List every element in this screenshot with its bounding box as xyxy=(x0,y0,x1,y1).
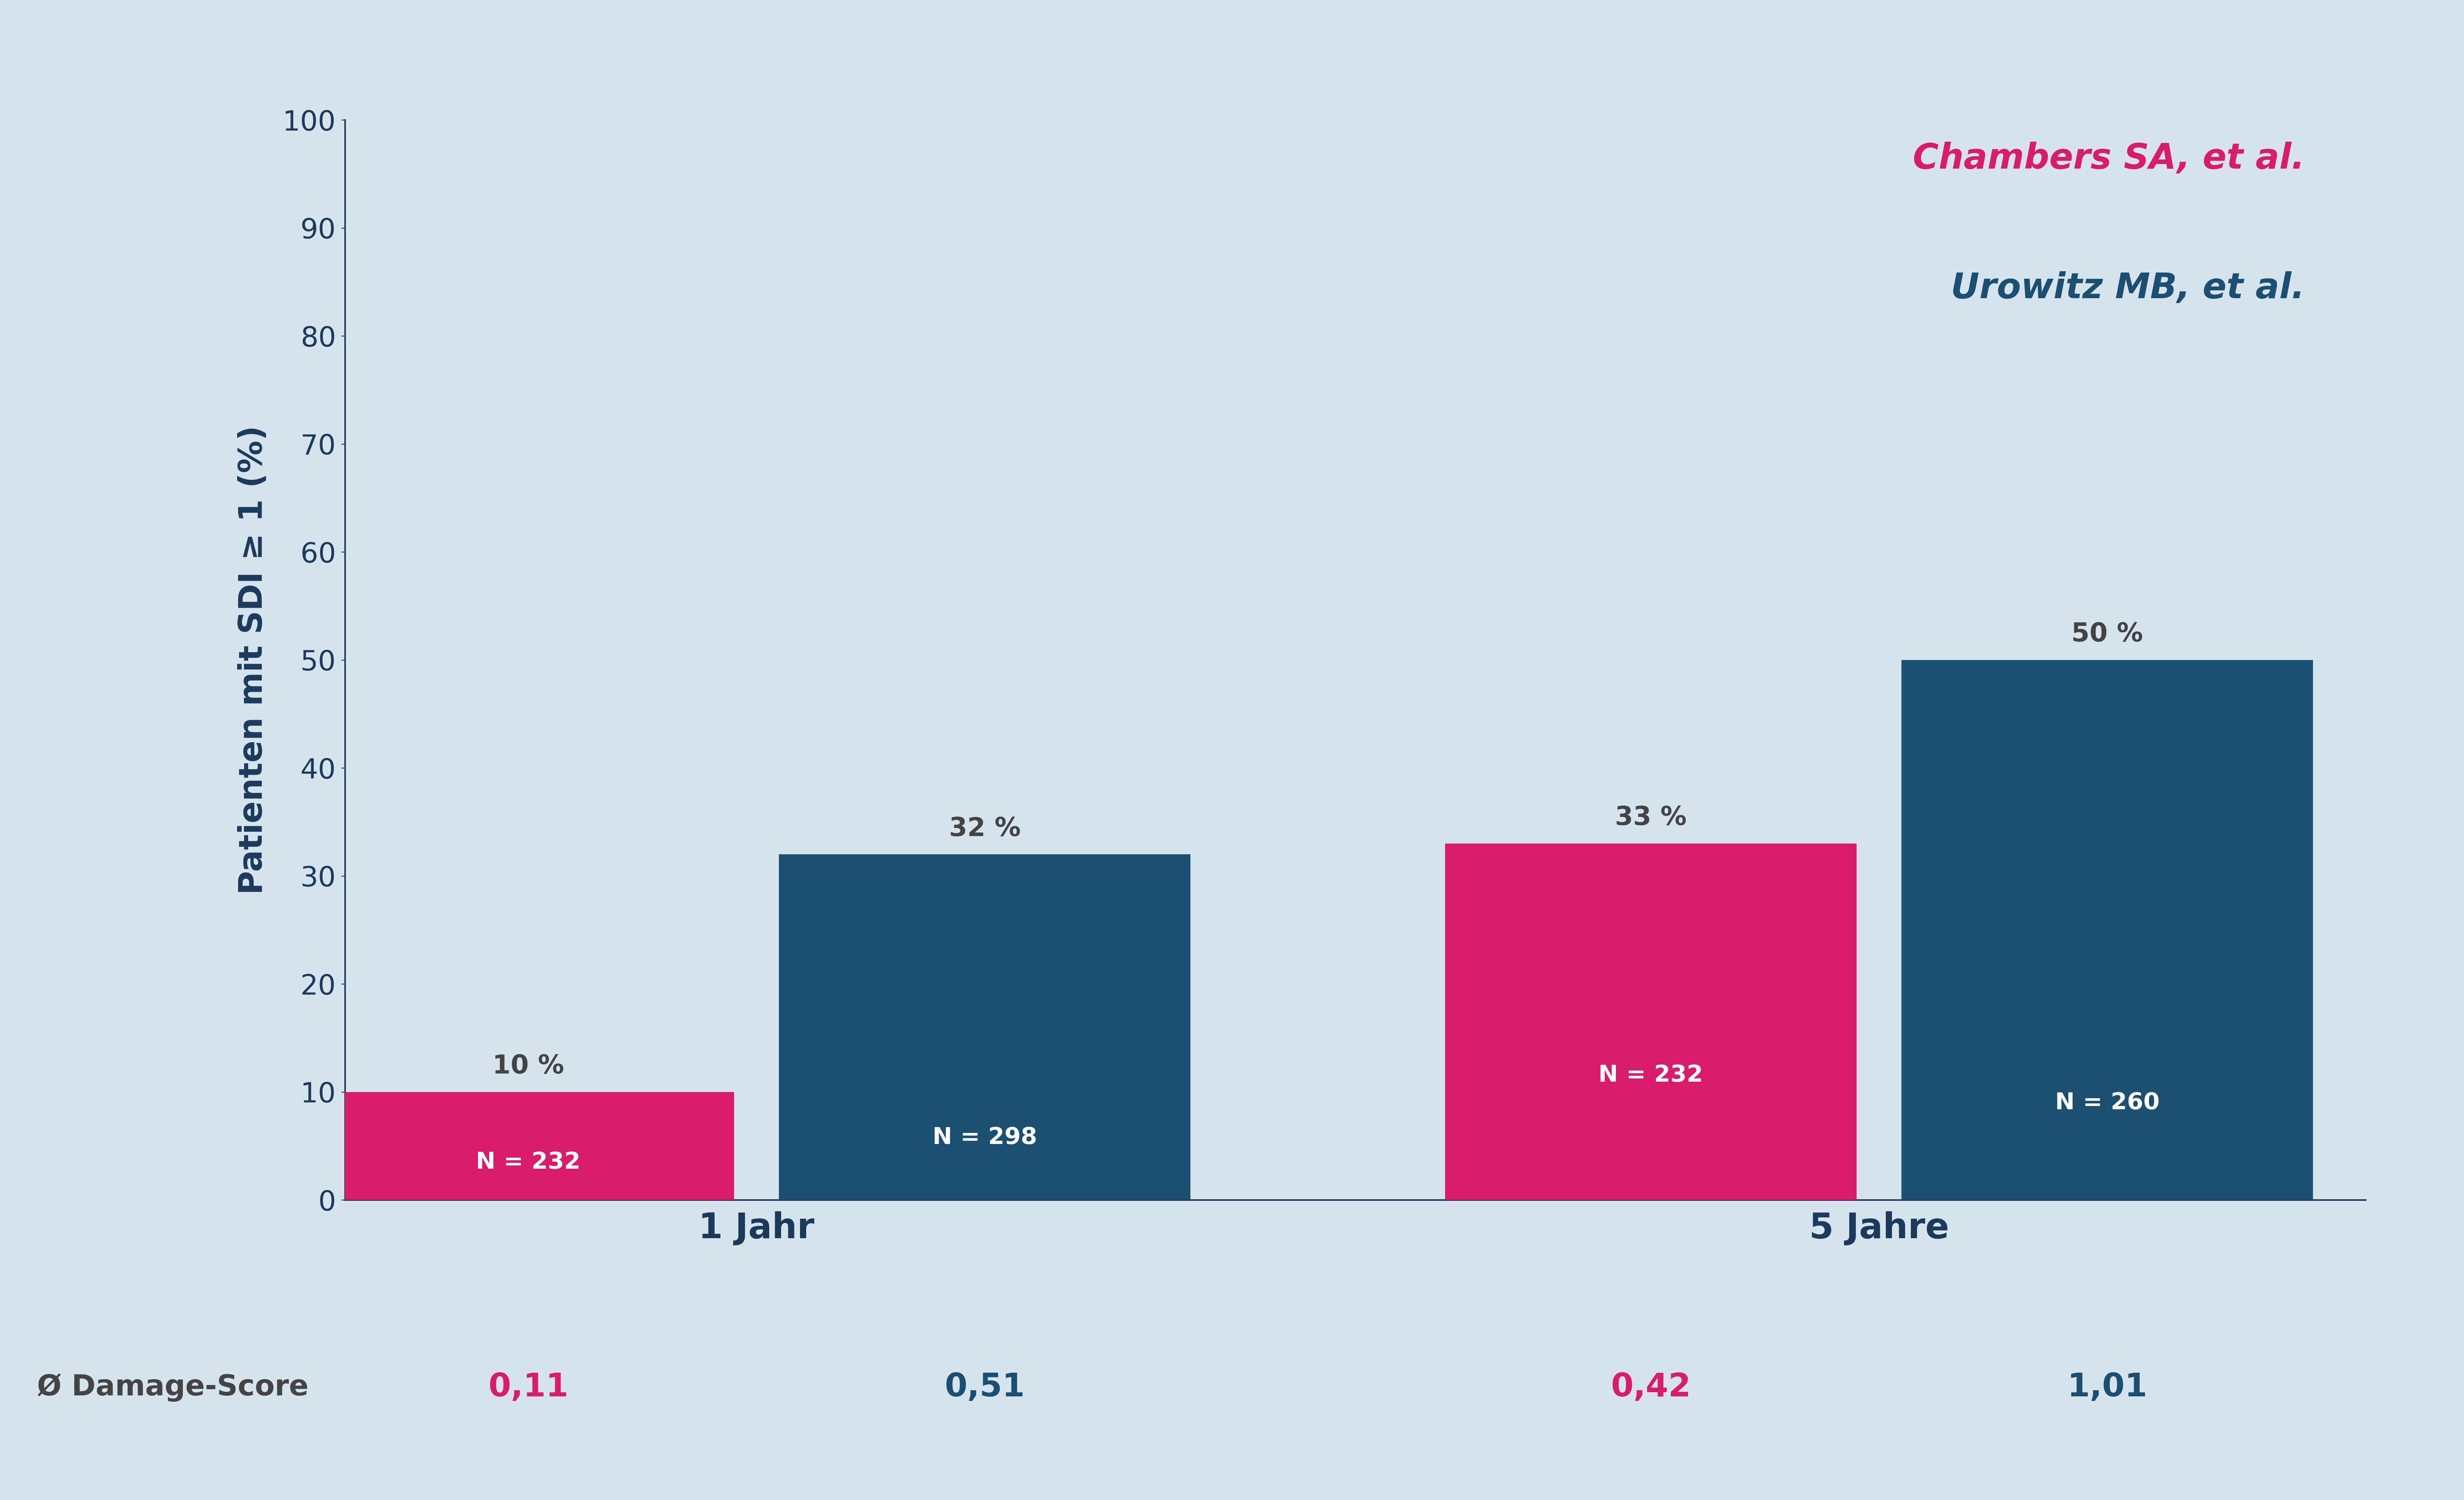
Text: N = 232: N = 232 xyxy=(476,1150,582,1173)
Text: 0,11: 0,11 xyxy=(488,1371,569,1404)
Text: 32 %: 32 % xyxy=(949,816,1020,841)
Bar xyxy=(1902,660,2314,1200)
Text: N = 260: N = 260 xyxy=(2055,1092,2158,1114)
Y-axis label: Patienten mit SDI ≥ 1 (%): Patienten mit SDI ≥ 1 (%) xyxy=(237,426,269,894)
Text: Urowitz MB, et al.: Urowitz MB, et al. xyxy=(1951,271,2304,306)
Text: Ø Damage-Score: Ø Damage-Score xyxy=(37,1374,308,1401)
Bar xyxy=(323,1092,734,1200)
Text: 1,01: 1,01 xyxy=(2067,1371,2146,1404)
Text: 0,42: 0,42 xyxy=(1611,1371,1690,1404)
Text: 10 %: 10 % xyxy=(493,1053,564,1078)
Text: N = 232: N = 232 xyxy=(1599,1063,1703,1086)
Text: 33 %: 33 % xyxy=(1614,805,1688,831)
Bar xyxy=(779,855,1190,1200)
Text: 50 %: 50 % xyxy=(2072,621,2144,646)
Bar xyxy=(1444,843,1855,1200)
Text: N = 298: N = 298 xyxy=(931,1126,1037,1149)
Text: 0,51: 0,51 xyxy=(944,1371,1025,1404)
Text: Chambers SA, et al.: Chambers SA, et al. xyxy=(1912,141,2304,176)
